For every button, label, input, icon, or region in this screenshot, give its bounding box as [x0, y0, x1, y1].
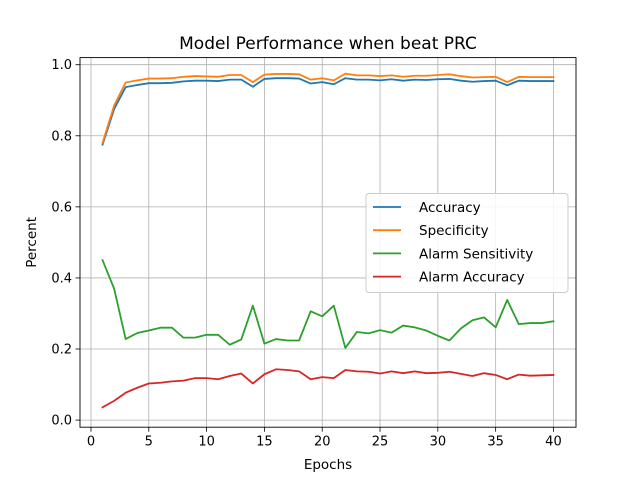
legend-label-alarm-sensitivity: Alarm Sensitivity	[419, 246, 533, 262]
y-tick-label: 0.6	[51, 200, 72, 215]
x-tick-label: 25	[372, 435, 389, 450]
legend: Accuracy Specificity Alarm Sensitivity Alar…	[365, 193, 569, 293]
y-tick-label: 0.2	[51, 343, 72, 358]
x-tick-label: 15	[256, 435, 273, 450]
x-tick-label: 0	[87, 435, 95, 450]
x-tick-label: 5	[145, 435, 153, 450]
y-tick-label: 0.8	[51, 129, 72, 144]
y-axis-label: Percent	[24, 217, 40, 268]
legend-label-alarm-accuracy: Alarm Accuracy	[419, 270, 525, 286]
chart-title: Model Performance when beat PRC	[179, 34, 477, 54]
legend-label-accuracy: Accuracy	[419, 200, 481, 216]
plot-frame	[79, 57, 577, 428]
x-tick-label: 10	[198, 435, 215, 450]
legend-label-specificity: Specificity	[419, 223, 489, 239]
x-tick-label: 35	[487, 435, 504, 450]
y-tick-label: 0.0	[51, 414, 72, 429]
y-tick-label: 0.4	[51, 271, 72, 286]
series-line-accuracy	[101, 77, 555, 146]
x-axis-label: Epochs	[304, 457, 352, 473]
series-lines	[101, 72, 555, 409]
series-line-specificity	[101, 72, 555, 145]
series-line-alarm-sensitivity	[101, 258, 555, 349]
series-line-alarm-accuracy	[101, 368, 555, 409]
x-tick-label: 40	[545, 435, 562, 450]
y-tick-label: 1.0	[51, 58, 72, 73]
legend-box	[365, 193, 569, 293]
x-tick-label: 20	[314, 435, 331, 450]
x-tick-label: 30	[430, 435, 447, 450]
axis-ticks: 0 5 10 15 20 25 30 35 40 0.0 0.2 0.4 0.6 0.8 1.0	[51, 58, 561, 449]
